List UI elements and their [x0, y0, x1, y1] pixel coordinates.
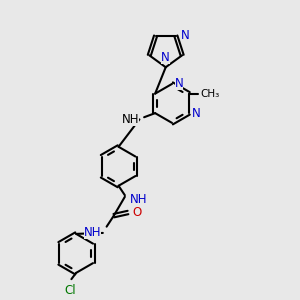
Text: N: N — [191, 106, 200, 120]
Text: CH₃: CH₃ — [200, 88, 219, 99]
Text: NH: NH — [84, 226, 101, 239]
Text: O: O — [133, 206, 142, 219]
Text: N: N — [175, 77, 183, 90]
Text: NH: NH — [130, 194, 147, 206]
Text: NH: NH — [122, 113, 140, 126]
Text: N: N — [181, 29, 189, 43]
Text: Cl: Cl — [64, 284, 76, 297]
Text: N: N — [161, 51, 170, 64]
